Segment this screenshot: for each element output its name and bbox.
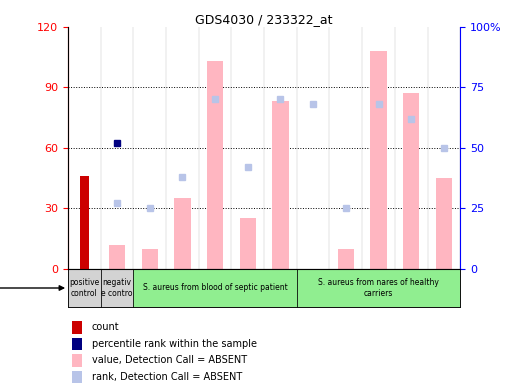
Bar	[72, 338, 82, 350]
Bar	[72, 354, 82, 367]
Text: S. aureus from nares of healthy
carriers: S. aureus from nares of healthy carriers	[318, 278, 439, 298]
Title: GDS4030 / 233322_at: GDS4030 / 233322_at	[196, 13, 333, 26]
Bar	[338, 249, 354, 269]
Bar	[142, 249, 158, 269]
Bar	[133, 269, 297, 307]
Bar	[72, 371, 82, 383]
Bar	[174, 198, 190, 269]
Text: value, Detection Call = ABSENT: value, Detection Call = ABSENT	[92, 356, 247, 366]
Text: infection: infection	[0, 283, 64, 293]
Bar	[436, 178, 452, 269]
Text: S. aureus from blood of septic patient: S. aureus from blood of septic patient	[143, 283, 288, 293]
Bar	[207, 61, 223, 269]
Bar	[272, 101, 289, 269]
Bar	[68, 269, 100, 307]
Text: percentile rank within the sample: percentile rank within the sample	[92, 339, 256, 349]
Bar	[403, 93, 419, 269]
Bar	[297, 269, 460, 307]
Bar	[80, 176, 89, 269]
Text: rank, Detection Call = ABSENT: rank, Detection Call = ABSENT	[92, 372, 242, 382]
Text: negativ
e contro: negativ e contro	[101, 278, 133, 298]
Text: positive
control: positive control	[69, 278, 99, 298]
Bar	[72, 321, 82, 334]
Bar	[240, 218, 256, 269]
Bar	[100, 269, 133, 307]
Bar	[109, 245, 125, 269]
Text: count: count	[92, 322, 119, 332]
Bar	[370, 51, 386, 269]
